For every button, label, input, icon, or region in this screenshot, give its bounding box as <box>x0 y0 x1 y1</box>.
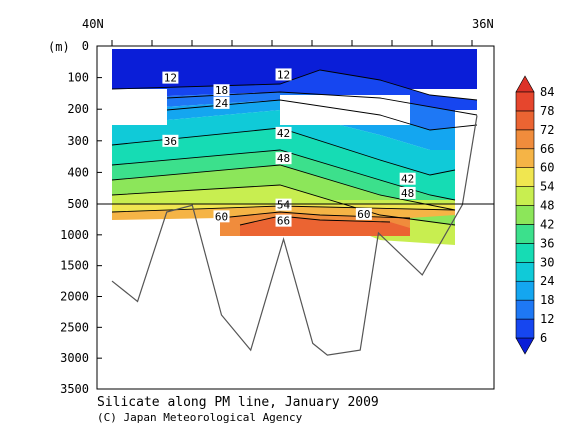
colorbar-label: 30 <box>540 255 554 269</box>
contour-label-bg <box>275 214 292 227</box>
colorbar-label: 12 <box>540 312 554 326</box>
contour-label-bg <box>213 96 230 109</box>
colorbar-segment <box>515 110 535 131</box>
contour-label-bg <box>399 186 416 199</box>
contour-label-bg <box>213 84 230 97</box>
y-tick-label: 3000 <box>60 351 89 365</box>
colorbar-segment <box>515 148 535 168</box>
contour-label: 48 <box>277 152 290 165</box>
contour-label-bg <box>213 210 230 223</box>
colorbar-label: 72 <box>540 123 554 137</box>
contour-label: 66 <box>277 215 290 228</box>
colorbar-label: 60 <box>540 161 554 175</box>
contour-label: 24 <box>215 97 229 110</box>
contour-42 <box>111 149 456 201</box>
y-tick-label: 2000 <box>60 290 89 304</box>
contour-label-bg <box>275 198 292 211</box>
x-tick-marks <box>111 40 473 46</box>
band-24-30 <box>112 100 477 150</box>
y-tick-label: 1000 <box>60 228 89 242</box>
contour-label-bg <box>275 126 292 139</box>
contour-label-bg <box>162 71 179 84</box>
colorbar-label: 36 <box>540 236 554 250</box>
plot-frame <box>96 45 495 390</box>
contour-label: 48 <box>401 187 414 200</box>
colorbar-label: 66 <box>540 142 554 156</box>
colorbar-segment <box>515 91 535 112</box>
y-tick-label: 400 <box>67 165 89 179</box>
bottom-topography-line <box>111 115 478 356</box>
x-tick-left: 40N <box>82 17 104 31</box>
contour-label: 12 <box>164 72 177 85</box>
contour-label: 36 <box>164 135 177 148</box>
chart-credit: (C) Japan Meteorological Agency <box>97 411 303 424</box>
nodata-patch-1 <box>112 89 167 125</box>
contour-label: 60 <box>215 210 228 223</box>
colorbar-segment <box>515 243 535 263</box>
y-tick-label: 300 <box>67 134 89 148</box>
contour-label: 42 <box>401 173 414 186</box>
colorbar-top-arrow <box>515 75 535 93</box>
y-tick-label: 3500 <box>60 382 89 396</box>
y-tick-label: 2500 <box>60 320 89 334</box>
colorbar-segment <box>515 167 535 187</box>
contour-48 <box>111 164 456 211</box>
band-30-36 <box>112 110 477 175</box>
contour-label: 42 <box>277 127 290 140</box>
contour-label: 54 <box>277 199 291 212</box>
nodata-patch-3 <box>455 110 477 205</box>
contour-label: 60 <box>357 208 370 221</box>
contour-36 <box>111 127 456 176</box>
contour-label-bg <box>275 68 292 81</box>
colorbar-label: 54 <box>540 180 554 194</box>
colorbar-label: 84 <box>540 85 554 99</box>
contour-label-bg <box>162 134 179 147</box>
y-tick-label: 100 <box>67 71 89 85</box>
contour-54 <box>111 184 456 226</box>
contour-label: 12 <box>277 68 290 81</box>
contour-72 <box>239 215 391 226</box>
contour-lines <box>111 69 478 226</box>
y-axis-unit: (m) <box>48 40 70 54</box>
colorbar-segment <box>515 299 535 320</box>
y-tick-label: 1500 <box>60 259 89 273</box>
band-36-42 <box>112 128 455 200</box>
colorbar-label: 18 <box>540 293 554 307</box>
chart-title: Silicate along PM line, January 2009 <box>97 395 379 410</box>
colorbar-label: 48 <box>540 199 554 213</box>
y-tick-label: 200 <box>67 102 89 116</box>
contour-label-bg <box>275 152 292 165</box>
colorbar: 6 12 18 24 30 36 42 48 54 60 66 72 78 84 <box>515 75 554 355</box>
contour-12 <box>111 69 478 101</box>
contour-label-bg <box>355 207 372 220</box>
colorbar-segment <box>515 186 535 206</box>
colorbar-segment <box>515 262 535 282</box>
colorbar-segment <box>515 318 535 339</box>
y-tick-label: 0 <box>82 39 89 53</box>
band-42-48 <box>112 150 455 210</box>
contour-label: 18 <box>215 84 228 97</box>
x-tick-right: 36N <box>472 17 494 31</box>
colorbar-segment <box>515 280 535 301</box>
colorbar-label: 78 <box>540 104 554 118</box>
colorbar-label: 42 <box>540 217 554 231</box>
colorbar-label: 6 <box>540 331 547 345</box>
colorbar-segment <box>515 129 535 150</box>
y-tick-label: 500 <box>67 197 89 211</box>
colorbar-segment <box>515 205 535 225</box>
contour-24 <box>166 99 478 131</box>
contour-label-bg <box>399 172 416 185</box>
y-axis-ticks: 0 100 200 300 400 500 1000 1500 2000 2500 3000 3500 <box>60 39 102 396</box>
colorbar-label: 24 <box>540 274 554 288</box>
colorbar-segment <box>515 224 535 244</box>
colorbar-bottom-arrow <box>515 337 535 355</box>
